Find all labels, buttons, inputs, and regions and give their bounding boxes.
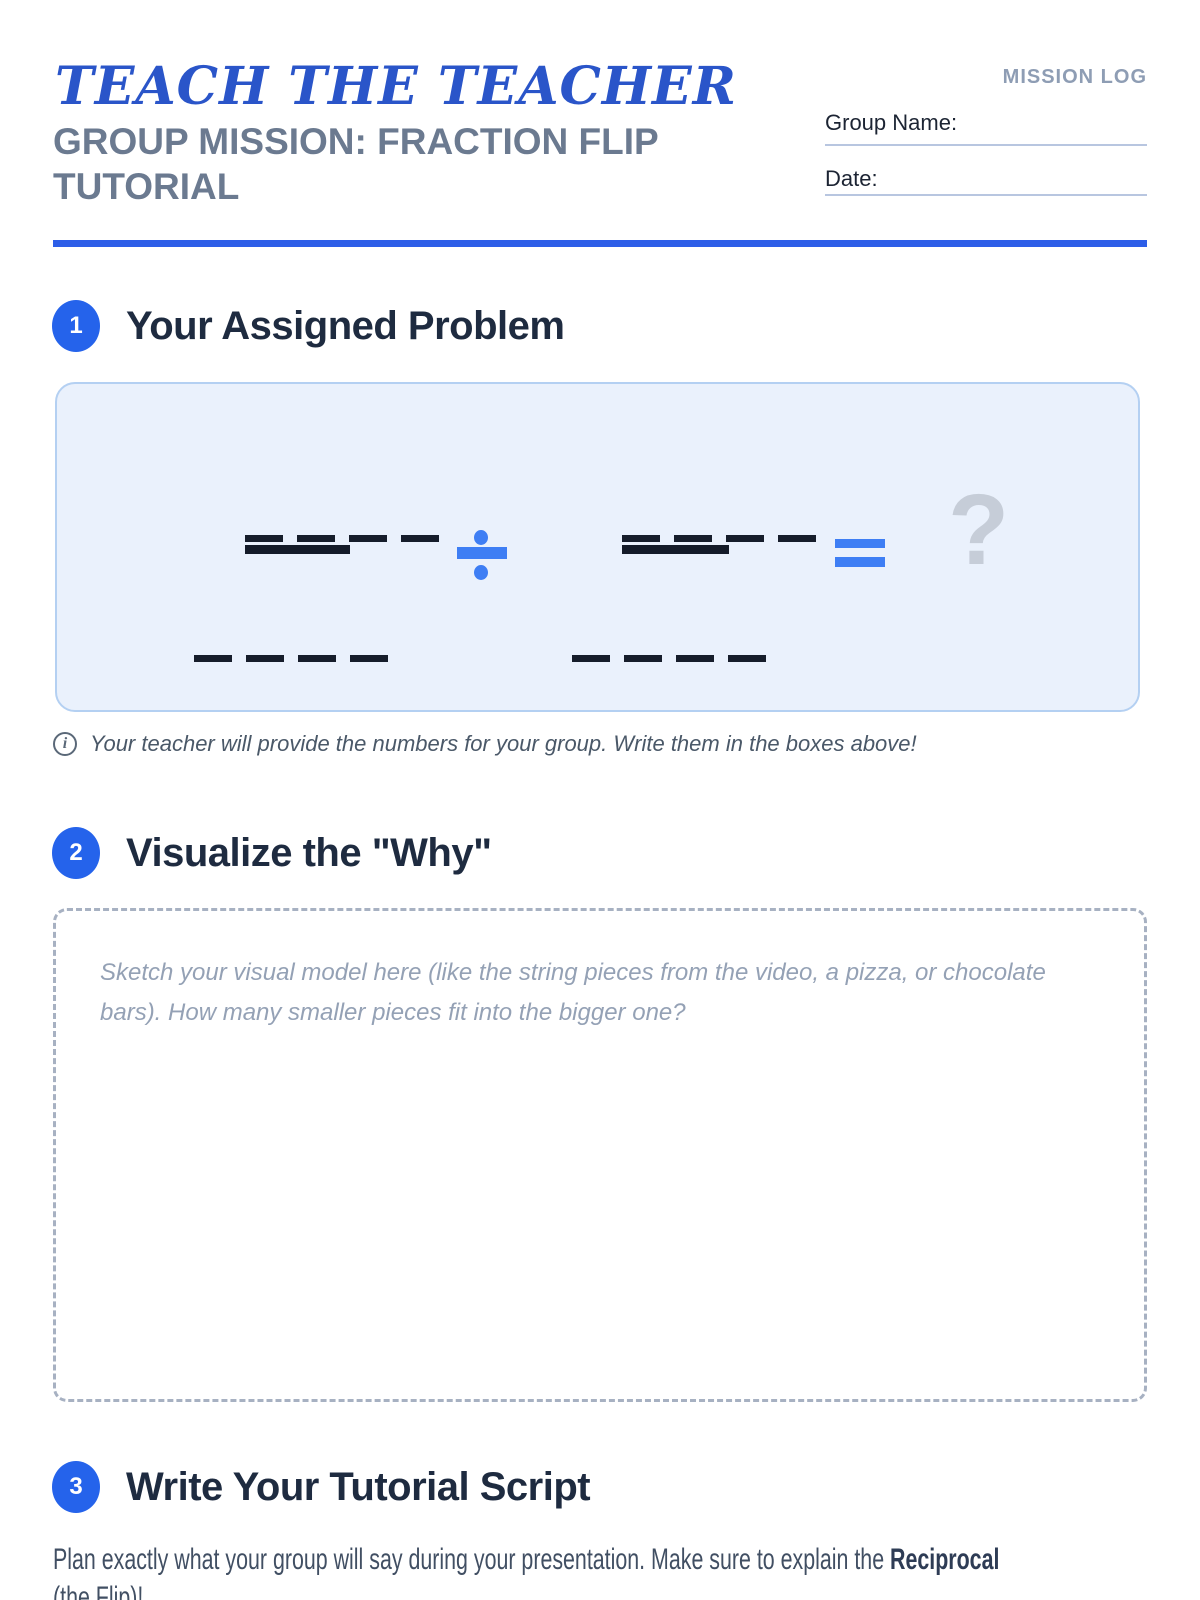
sketch-area[interactable]: Sketch your visual model here (like the … — [53, 908, 1147, 1402]
fraction-2-denominator-blank[interactable] — [572, 655, 769, 662]
equals-icon — [835, 539, 885, 548]
teacher-note-text: Your teacher will provide the numbers fo… — [90, 731, 917, 756]
date-field[interactable]: Date: — [825, 166, 1147, 196]
page-subtitle-line2: TUTORIAL — [53, 166, 240, 207]
section-2-title: Visualize the "Why" — [126, 830, 492, 875]
fraction-1-bar — [245, 545, 350, 554]
fraction-1-denominator-blank[interactable] — [194, 655, 390, 662]
unknown-answer-placeholder: ? — [948, 474, 1010, 586]
sketch-placeholder-text: Sketch your visual model here (like the … — [100, 959, 1046, 1026]
script-instructions: Plan exactly what your group will say du… — [53, 1541, 1151, 1600]
section-1-number-badge: 1 — [52, 300, 100, 352]
equals-icon — [835, 557, 885, 567]
page-subtitle-line1: GROUP MISSION: FRACTION FLIP — [53, 121, 659, 162]
division-icon — [474, 565, 488, 580]
assigned-problem-box: ? — [55, 382, 1140, 712]
header-divider — [53, 240, 1147, 247]
script-instructions-line2: (the Flip)! — [53, 1581, 144, 1600]
fraction-2-numerator-blank[interactable] — [622, 535, 817, 542]
fraction-2-bar — [622, 545, 729, 554]
page-title: TEACH THE TEACHER — [55, 56, 737, 117]
section-3-number-badge: 3 — [52, 1461, 100, 1513]
script-instructions-text: Plan exactly what your group will say du… — [53, 1543, 891, 1576]
teacher-note: i Your teacher will provide the numbers … — [53, 730, 917, 758]
division-icon — [457, 547, 507, 559]
section-3-heading: 3 Write Your Tutorial Script — [52, 1461, 591, 1513]
section-1-heading: 1 Your Assigned Problem — [52, 300, 565, 352]
info-icon: i — [53, 732, 77, 756]
section-3-title: Write Your Tutorial Script — [126, 1464, 591, 1509]
page-subtitle: GROUP MISSION: FRACTION FLIP TUTORIAL — [53, 119, 659, 209]
group-name-label: Group Name: — [825, 110, 958, 135]
section-1-title: Your Assigned Problem — [126, 303, 565, 348]
section-2-heading: 2 Visualize the "Why" — [52, 827, 492, 879]
division-icon — [474, 530, 488, 545]
section-2-number-badge: 2 — [52, 827, 100, 879]
script-instructions-bold: Reciprocal — [890, 1543, 1000, 1576]
group-name-field[interactable]: Group Name: — [825, 110, 1147, 146]
fraction-1-numerator-blank[interactable] — [245, 535, 439, 542]
date-label: Date: — [825, 166, 878, 191]
mission-log-label: MISSION LOG — [1002, 66, 1147, 88]
